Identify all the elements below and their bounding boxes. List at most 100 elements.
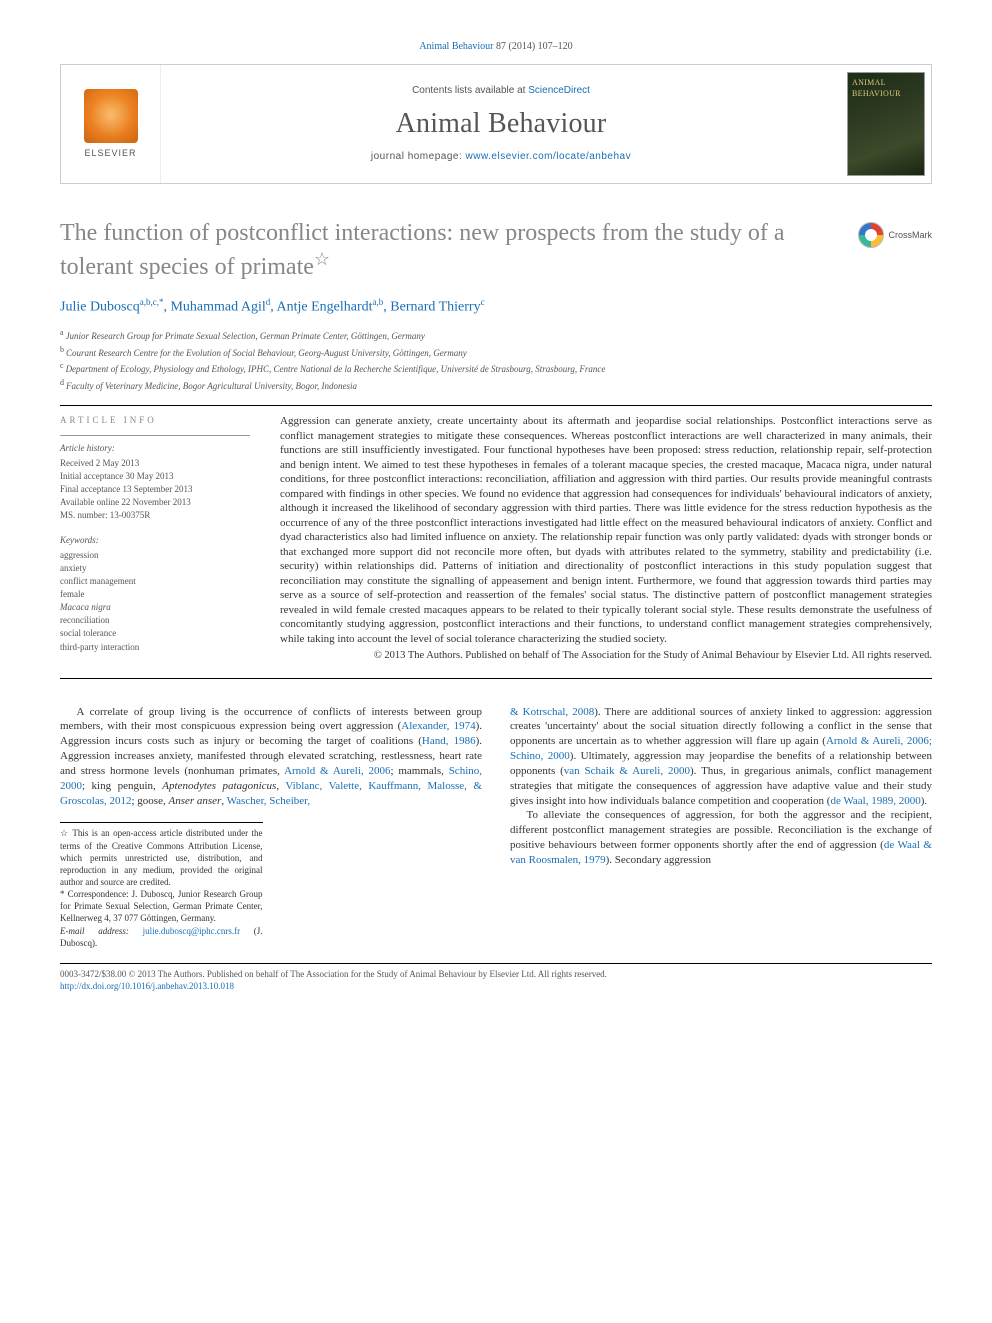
body-columns: A correlate of group living is the occur… <box>60 705 932 949</box>
affiliations-block: aJunior Research Group for Primate Sexua… <box>60 327 932 393</box>
citation-volpages: 87 (2014) 107–120 <box>493 41 572 52</box>
citation-link[interactable]: & Kotrschal, 2008 <box>510 706 594 718</box>
open-access-star: ☆ <box>314 249 330 269</box>
affil-sup: a <box>60 328 64 337</box>
affil-sup: b <box>60 345 64 354</box>
cover-thumb-block: ANIMAL BEHAVIOUR <box>841 65 931 183</box>
crossmark-widget[interactable]: CrossMark <box>858 222 932 248</box>
author-email-link[interactable]: julie.duboscq@iphc.cnrs.fr <box>143 926 241 936</box>
abstract-copyright: © 2013 The Authors. Published on behalf … <box>280 649 932 663</box>
article-info-heading: ARTICLE INFO <box>60 414 250 427</box>
body-text: ; king penguin, <box>82 780 162 792</box>
author-affil-sup: a,b,c,* <box>140 297 164 307</box>
page-footer: 0003-3472/$38.00 © 2013 The Authors. Pub… <box>60 963 932 992</box>
citation-link[interactable]: de Waal, 1989, 2000 <box>830 795 920 807</box>
citation-journal-link[interactable]: Animal Behaviour <box>419 41 493 52</box>
journal-cover-thumb: ANIMAL BEHAVIOUR <box>847 72 925 176</box>
author-link[interactable]: Antje Engelhardt <box>276 300 372 315</box>
article-title: The function of postconflict interaction… <box>60 218 932 282</box>
article-title-text: The function of postconflict interaction… <box>60 220 784 280</box>
history-line: Initial acceptance 30 May 2013 <box>60 470 250 483</box>
authors-line: Julie Duboscqa,b,c,*, Muhammad Agild, An… <box>60 296 932 317</box>
corr-label: * Correspondence: <box>60 889 132 899</box>
section-rule <box>60 405 932 406</box>
crossmark-label: CrossMark <box>888 229 932 242</box>
history-line: Final acceptance 13 September 2013 <box>60 483 250 496</box>
article-info-sidebar: ARTICLE INFO Article history: Received 2… <box>60 414 250 665</box>
affiliation-line: cDepartment of Ecology, Physiology and E… <box>60 360 932 377</box>
doi-link[interactable]: http://dx.doi.org/10.1016/j.anbehav.2013… <box>60 981 234 991</box>
journal-homepage-line: journal homepage: www.elsevier.com/locat… <box>371 150 631 164</box>
affil-text: Faculty of Veterinary Medicine, Bogor Ag… <box>66 381 357 391</box>
keyword: conflict management <box>60 575 250 588</box>
body-text: ). Secondary aggression <box>606 854 711 866</box>
section-rule <box>60 678 932 679</box>
body-paragraph: & Kotrschal, 2008). There are additional… <box>510 705 932 809</box>
journal-homepage-link[interactable]: www.elsevier.com/locate/anbehav <box>466 151 632 162</box>
keyword: third-party interaction <box>60 641 250 654</box>
citation-link[interactable]: van Schaik & Aureli, 2000 <box>564 765 690 777</box>
footnote-column-block: ☆ This is an open-access article distrib… <box>60 822 482 948</box>
email-label: E-mail address: <box>60 926 143 936</box>
publisher-name: ELSEVIER <box>84 147 136 160</box>
affil-text: Junior Research Group for Primate Sexual… <box>66 331 425 341</box>
citation-link[interactable]: Hand, 1986 <box>422 735 476 747</box>
keyword: anxiety <box>60 562 250 575</box>
elsevier-tree-icon <box>84 89 138 143</box>
affil-sup: c <box>60 361 64 370</box>
author-link[interactable]: Julie Duboscq <box>60 300 140 315</box>
affiliation-line: dFaculty of Veterinary Medicine, Bogor A… <box>60 377 932 394</box>
correspondence-footnote: * Correspondence: J. Duboscq, Junior Res… <box>60 888 263 924</box>
affiliation-line: bCourant Research Centre for the Evoluti… <box>60 344 932 361</box>
crossmark-icon <box>858 222 884 248</box>
info-abstract-row: ARTICLE INFO Article history: Received 2… <box>60 414 932 665</box>
species-name: Anser anser <box>168 795 221 807</box>
author-affil-sup: a,b <box>373 297 384 307</box>
history-line: Received 2 May 2013 <box>60 457 250 470</box>
affil-text: Courant Research Centre for the Evolutio… <box>66 348 467 358</box>
sciencedirect-link[interactable]: ScienceDirect <box>528 85 590 96</box>
body-text: ; mammals, <box>390 765 448 777</box>
footer-copyright: 0003-3472/$38.00 © 2013 The Authors. Pub… <box>60 968 932 980</box>
cover-title: ANIMAL BEHAVIOUR <box>852 77 920 99</box>
citation-link[interactable]: Wascher, Scheiber, <box>227 795 310 807</box>
affiliation-line: aJunior Research Group for Primate Sexua… <box>60 327 932 344</box>
abstract-block: Aggression can generate anxiety, create … <box>280 414 932 665</box>
abstract-text: Aggression can generate anxiety, create … <box>280 415 932 645</box>
publisher-block: ELSEVIER <box>61 65 161 183</box>
journal-masthead: ELSEVIER Contents lists available at Sci… <box>60 64 932 184</box>
masthead-center: Contents lists available at ScienceDirec… <box>161 65 841 183</box>
article-history-block: Article history: Received 2 May 2013 Ini… <box>60 442 250 522</box>
author-link[interactable]: Muhammad Agil <box>170 300 265 315</box>
author-affil-sup: d <box>266 297 271 307</box>
history-line: Available online 22 November 2013 <box>60 496 250 509</box>
title-row: The function of postconflict interaction… <box>60 218 932 282</box>
keyword: aggression <box>60 549 250 562</box>
body-text: ). <box>921 795 927 807</box>
thin-rule <box>60 435 250 436</box>
keyword: Macaca nigra <box>60 601 250 614</box>
email-footnote: E-mail address: julie.duboscq@iphc.cnrs.… <box>60 925 263 949</box>
keyword: reconciliation <box>60 614 250 627</box>
journal-name: Animal Behaviour <box>396 104 607 143</box>
keywords-label: Keywords: <box>60 534 250 547</box>
keyword: female <box>60 588 250 601</box>
body-paragraph: To alleviate the consequences of aggress… <box>510 808 932 867</box>
author-link[interactable]: Bernard Thierry <box>390 300 480 315</box>
open-access-footnote: ☆ This is an open-access article distrib… <box>60 827 263 888</box>
author-affil-sup: c <box>481 297 485 307</box>
body-text: ; goose, <box>132 795 169 807</box>
keyword: social tolerance <box>60 627 250 640</box>
contents-prefix: Contents lists available at <box>412 85 528 96</box>
keywords-block: Keywords: aggression anxiety conflict ma… <box>60 534 250 653</box>
history-label: Article history: <box>60 442 250 455</box>
homepage-prefix: journal homepage: <box>371 151 466 162</box>
body-text: To alleviate the consequences of aggress… <box>510 809 932 851</box>
body-paragraph: A correlate of group living is the occur… <box>60 705 482 809</box>
history-line: MS. number: 13-00375R <box>60 509 250 522</box>
species-name: Aptenodytes patagonicus <box>162 780 276 792</box>
citation-link[interactable]: Alexander, 1974 <box>401 720 475 732</box>
affil-sup: d <box>60 378 64 387</box>
citation-link[interactable]: Arnold & Aureli, 2006 <box>284 765 390 777</box>
affil-text: Department of Ecology, Physiology and Et… <box>66 364 606 374</box>
